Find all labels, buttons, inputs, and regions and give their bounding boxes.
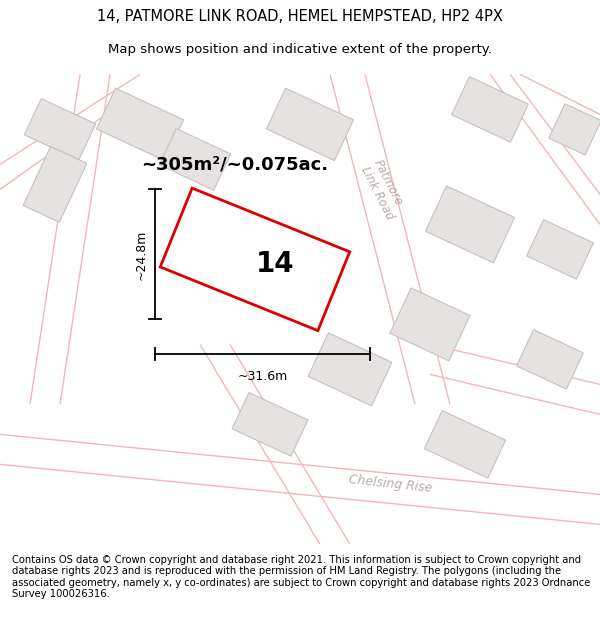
Polygon shape — [308, 333, 392, 406]
Text: Patmore
Link Road: Patmore Link Road — [358, 158, 409, 221]
Polygon shape — [425, 186, 515, 263]
Text: 14: 14 — [256, 251, 295, 278]
Text: Chelsing Rise: Chelsing Rise — [347, 474, 433, 495]
Polygon shape — [232, 392, 308, 456]
Polygon shape — [266, 88, 353, 161]
Polygon shape — [452, 77, 529, 142]
Polygon shape — [549, 104, 600, 155]
Polygon shape — [517, 329, 583, 389]
Text: 14, PATMORE LINK ROAD, HEMEL HEMPSTEAD, HP2 4PX: 14, PATMORE LINK ROAD, HEMEL HEMPSTEAD, … — [97, 9, 503, 24]
Text: ~24.8m: ~24.8m — [134, 229, 148, 279]
Text: ~305m²/~0.075ac.: ~305m²/~0.075ac. — [142, 156, 329, 173]
Polygon shape — [97, 88, 184, 161]
Text: ~31.6m: ~31.6m — [238, 370, 287, 383]
Text: Contains OS data © Crown copyright and database right 2021. This information is : Contains OS data © Crown copyright and d… — [12, 554, 590, 599]
Polygon shape — [160, 188, 350, 331]
Polygon shape — [160, 129, 230, 190]
Polygon shape — [23, 146, 87, 222]
Polygon shape — [527, 219, 593, 279]
Polygon shape — [25, 99, 95, 160]
Text: Map shows position and indicative extent of the property.: Map shows position and indicative extent… — [108, 42, 492, 56]
Polygon shape — [390, 288, 470, 361]
Polygon shape — [424, 411, 506, 478]
